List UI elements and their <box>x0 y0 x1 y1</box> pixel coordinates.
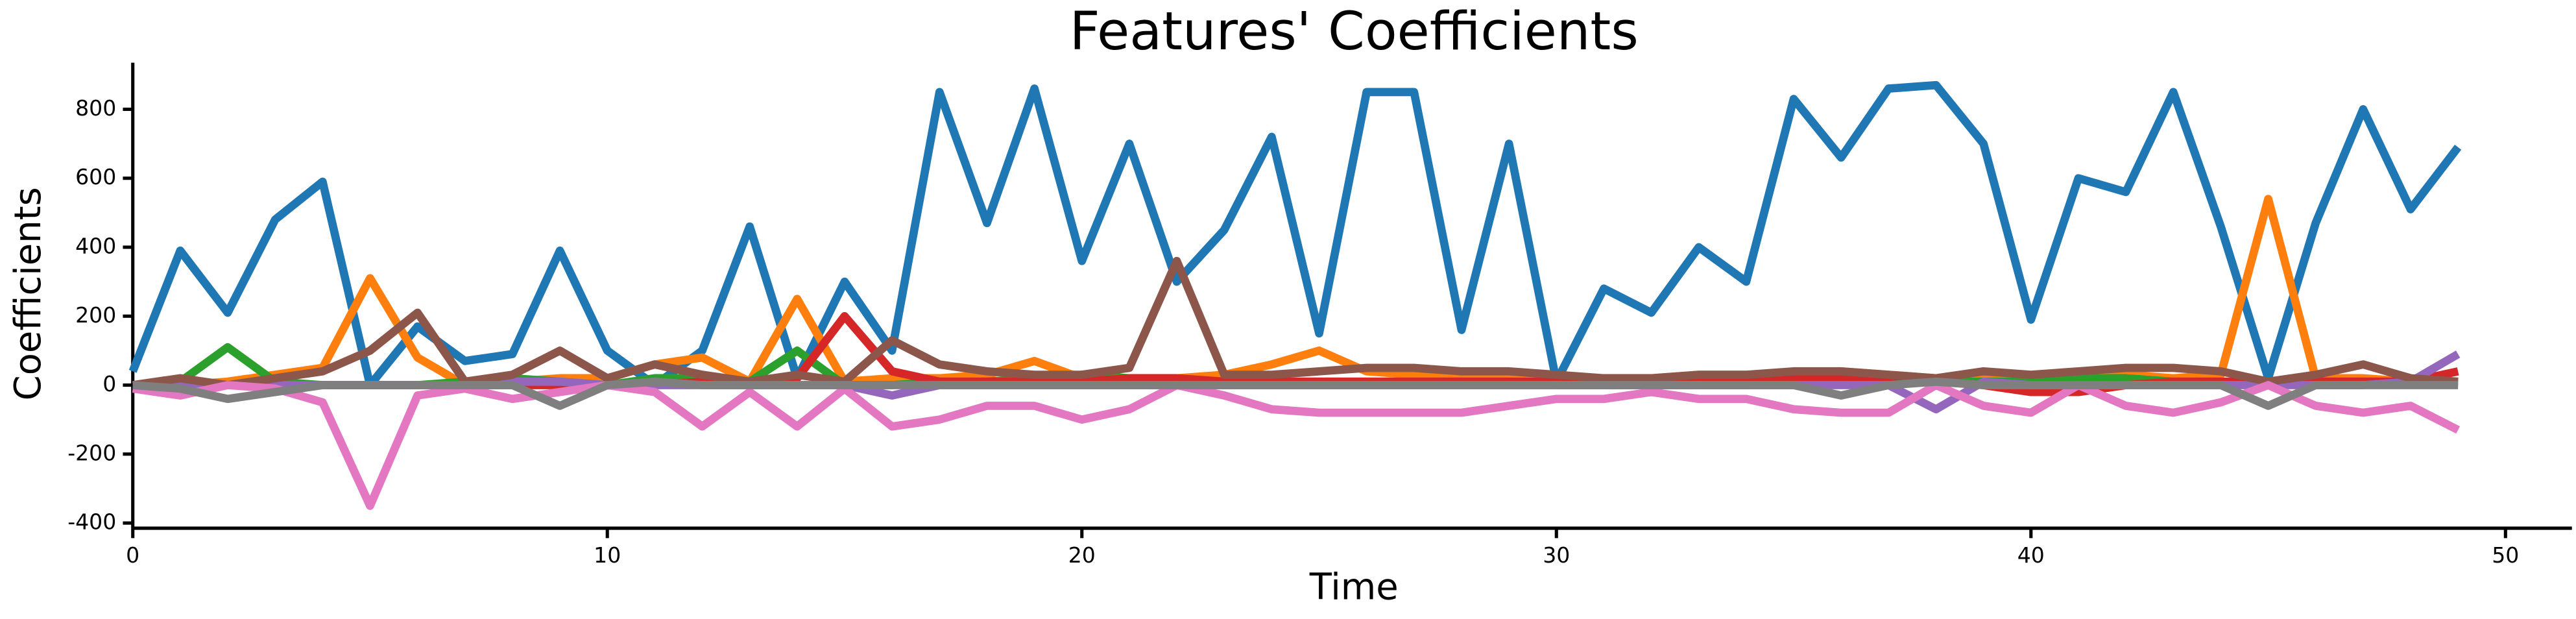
y-tick-label: -200 <box>67 440 116 465</box>
series-line <box>132 377 2459 410</box>
x-tick-label: 20 <box>1068 542 1096 568</box>
series-line <box>132 256 2459 389</box>
y-tick-label: 800 <box>75 95 116 121</box>
y-tick-label: -400 <box>67 509 116 535</box>
y-tick-label: 0 <box>102 371 116 396</box>
series-line <box>128 80 2462 389</box>
y-axis-label: Coefficients <box>7 187 49 400</box>
x-tick-label: 30 <box>1543 542 1570 568</box>
y-tick-label: 400 <box>75 233 116 258</box>
x-tick-label: 10 <box>594 542 621 568</box>
chart-title: Features' Coefficients <box>1070 1 1639 62</box>
x-tick-label: 50 <box>2492 542 2519 568</box>
y-tick-label: 600 <box>75 164 116 189</box>
y-tick-label: 200 <box>75 302 116 328</box>
x-tick-label: 40 <box>2017 542 2045 568</box>
x-axis-label: Time <box>1309 566 1399 608</box>
x-tick-label: 0 <box>126 542 139 568</box>
series-line <box>132 381 2461 510</box>
